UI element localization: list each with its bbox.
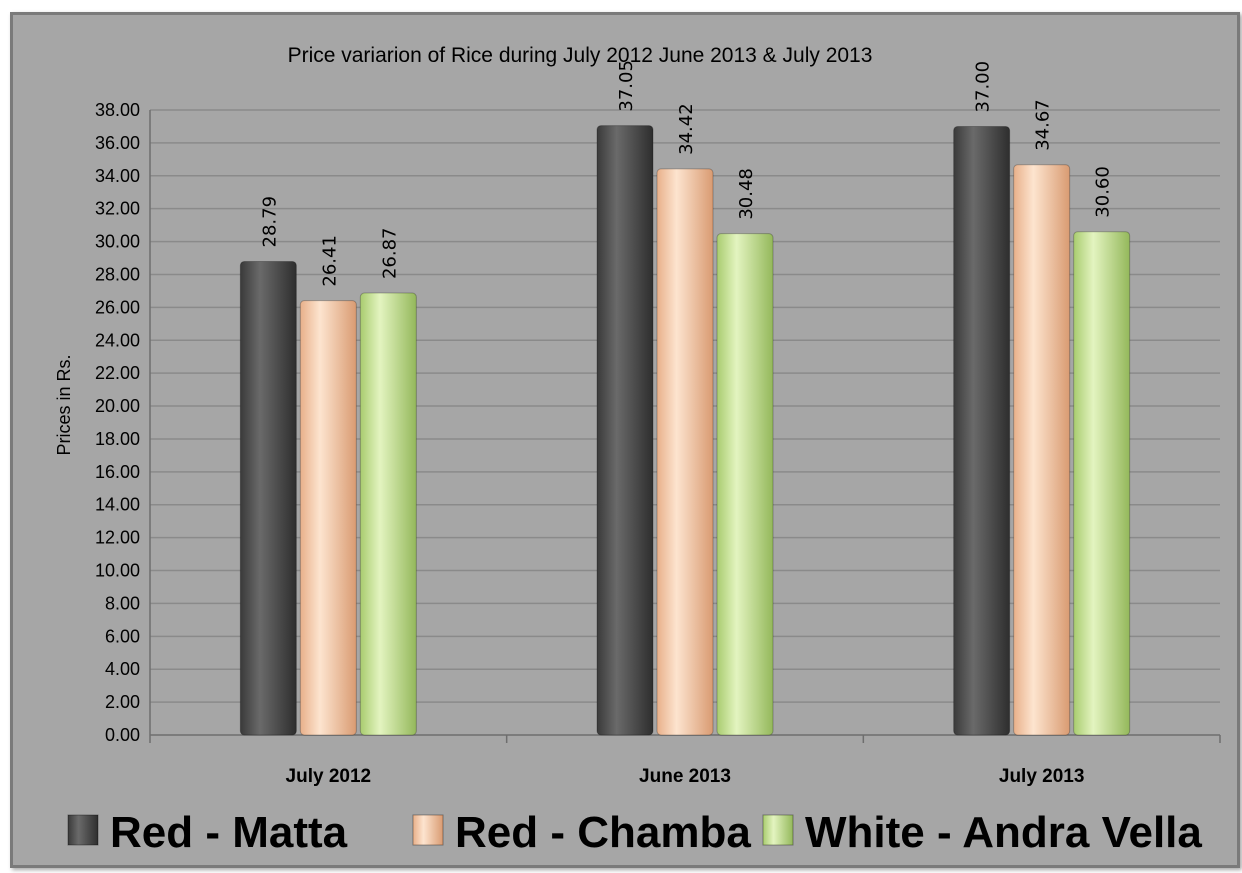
y-tick-label: 8.00 (105, 593, 140, 613)
data-label: 26.87 (379, 228, 400, 280)
bar (359, 292, 417, 736)
bar (953, 125, 1011, 736)
x-axis-category: July 2013 (999, 766, 1085, 787)
x-axis-category: July 2012 (286, 766, 372, 787)
legend-label: Red - Matta (110, 808, 348, 857)
y-tick-label: 22.00 (95, 363, 140, 383)
y-tick-label: 14.00 (95, 495, 140, 515)
data-label: 26.41 (319, 235, 340, 287)
y-tick-label: 18.00 (95, 429, 140, 449)
data-label: 34.67 (1033, 99, 1054, 151)
y-tick-label: 32.00 (95, 199, 140, 219)
bar (716, 233, 774, 736)
y-tick-label: 16.00 (95, 462, 140, 482)
y-tick-label: 12.00 (95, 528, 140, 548)
y-tick-label: 20.00 (95, 396, 140, 416)
y-tick-label: 2.00 (105, 692, 140, 712)
data-label: 28.79 (259, 196, 280, 248)
x-axis-category: June 2013 (639, 766, 731, 787)
legend: Red - Matta Red - Chamba White - Andra Vel… (67, 808, 1202, 857)
data-label: 37.05 (616, 60, 637, 112)
y-axis-ticks: 0.00 2.00 4.00 6.00 8.00 10.00 12.00 14.00 16.00… (95, 100, 140, 745)
bar (656, 168, 714, 736)
bar (299, 300, 357, 736)
y-tick-label: 6.00 (105, 626, 140, 646)
y-tick-label: 4.00 (105, 659, 140, 679)
legend-swatch (412, 814, 444, 846)
y-tick-label: 0.00 (105, 725, 140, 745)
bar (1013, 164, 1071, 736)
y-axis-label: Prices in Rs. (54, 354, 74, 455)
legend-swatch (762, 814, 794, 846)
y-tick-label: 26.00 (95, 297, 140, 317)
data-labels: 28.79 26.41 26.87 37.05 34.42 30.48 37.00 34.67… (259, 60, 1113, 287)
chart-title: Price variarion of Rice during July 2012… (288, 44, 873, 67)
y-tick-label: 36.00 (95, 133, 140, 153)
y-tick-label: 30.00 (95, 232, 140, 252)
bars (239, 125, 1131, 736)
legend-label: Red - Chamba (455, 808, 751, 857)
legend-label: White - Andra Vella (805, 808, 1202, 857)
y-tick-label: 24.00 (95, 330, 140, 350)
bar (239, 260, 297, 736)
y-tick-label: 38.00 (95, 100, 140, 120)
y-tick-label: 28.00 (95, 264, 140, 284)
data-label: 30.60 (1093, 166, 1114, 218)
bar (1073, 231, 1131, 736)
data-label: 34.42 (676, 103, 697, 155)
data-label: 30.48 (736, 168, 757, 220)
data-label: 37.00 (973, 61, 994, 113)
bar (596, 125, 654, 736)
y-tick-label: 10.00 (95, 561, 140, 581)
x-axis-categories: July 2012 June 2013 July 2013 (286, 766, 1085, 787)
y-tick-label: 34.00 (95, 166, 140, 186)
legend-swatch (67, 814, 99, 846)
